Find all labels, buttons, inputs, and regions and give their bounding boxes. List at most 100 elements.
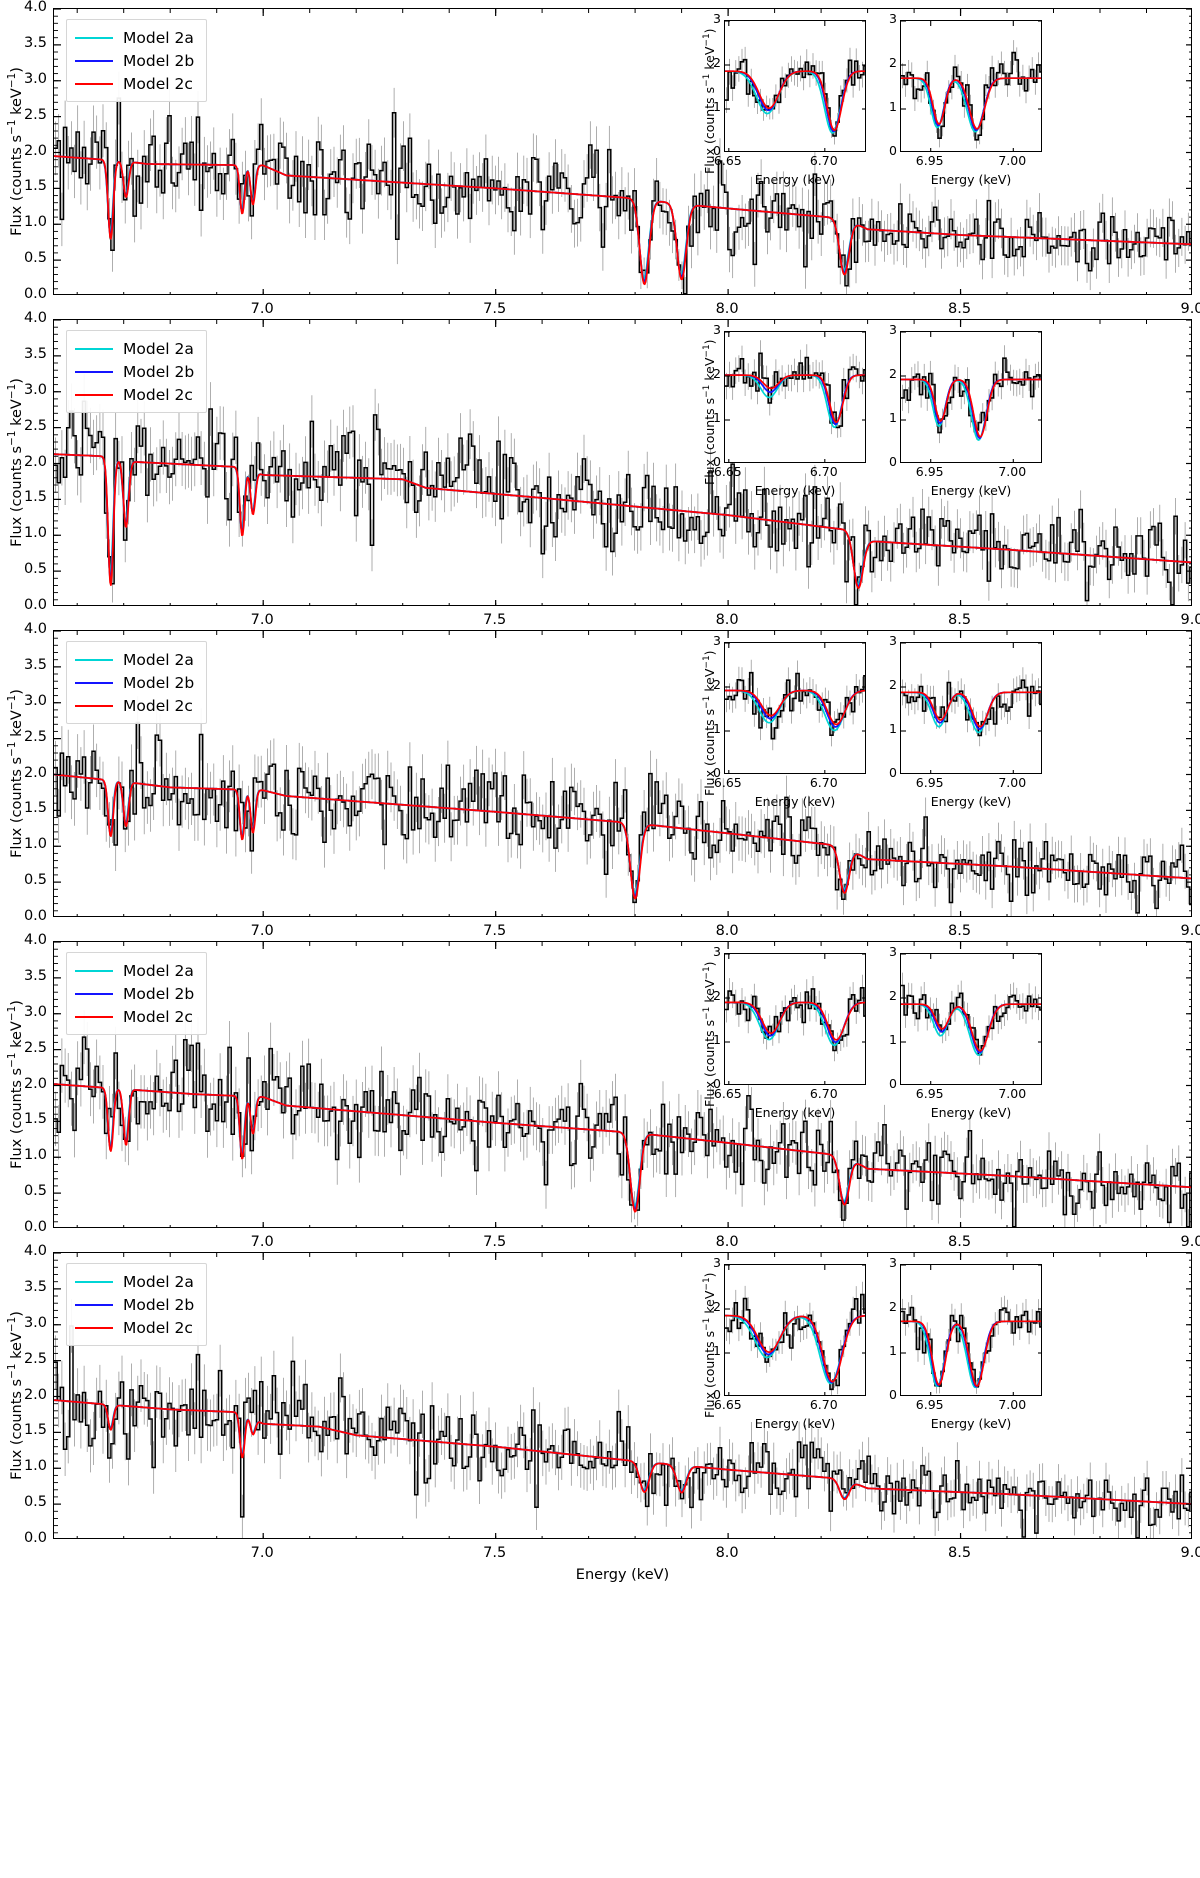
inset-y-tick-label: 1 — [713, 1343, 721, 1358]
inset-y-tick-label: 0 — [889, 1387, 897, 1402]
y-axis-label: Flux (counts s−1 keV−1) — [6, 689, 25, 858]
legend-swatch-icon — [75, 36, 113, 39]
inset-x-tick-label: 6.95 — [915, 1086, 944, 1101]
inset-y-tick-label: 3 — [889, 633, 897, 648]
legend: Model 2a Model 2b Model 2c — [66, 19, 208, 102]
spectrum-panel: Flux (counts s−1 keV−1) 0.0 0.5 1.0 1.5 2.0 2.… — [0, 933, 1200, 1272]
y-axis-label: Flux (counts s−1 keV−1) — [6, 67, 25, 236]
inset-x-axis-label: Energy (keV) — [930, 172, 1012, 187]
y-tick-label: 0.5 — [23, 872, 47, 889]
legend-swatch-icon — [75, 82, 113, 85]
inset-axes — [900, 953, 1042, 1085]
inset-x-tick-label: 6.65 — [713, 464, 742, 479]
y-axis-label: Flux (counts s−1 keV−1) — [6, 1311, 25, 1480]
inset-axes — [724, 331, 866, 463]
x-tick-label: 9.0 — [1180, 923, 1200, 939]
inset-x-tick-label: 6.65 — [713, 775, 742, 790]
inset-axes — [724, 642, 866, 774]
inset-x-tick-label: 6.95 — [915, 1397, 944, 1412]
legend-item: Model 2c — [75, 694, 194, 717]
y-tick-label: 2.0 — [23, 1386, 47, 1403]
y-tick-label: 1.5 — [23, 178, 47, 195]
y-tick-label: 3.5 — [23, 34, 47, 51]
y-tick-label: 4.0 — [23, 1243, 47, 1259]
inset-y-tick-label: 1 — [889, 99, 897, 114]
inset-y-tick-label: 1 — [889, 1032, 897, 1047]
inset-x-axis-label: Energy (keV) — [930, 794, 1012, 809]
inset-y-tick-label: 0 — [713, 143, 721, 158]
legend: Model 2a Model 2b Model 2c — [66, 641, 208, 724]
legend-swatch-icon — [75, 393, 113, 396]
inset-x-axis-label: Energy (keV) — [754, 172, 836, 187]
legend-swatch-icon — [75, 681, 113, 684]
y-tick-label: 4.0 — [23, 0, 47, 15]
x-tick-label: 7.0 — [250, 923, 274, 939]
y-tick-label: 1.0 — [23, 1458, 47, 1475]
x-tick-label: 8.5 — [948, 1234, 972, 1250]
inset-x-axis-label: Energy (keV) — [930, 483, 1012, 498]
x-tick-label: 8.5 — [948, 1545, 972, 1561]
inset-y-tick-label: 1 — [889, 721, 897, 736]
y-tick-label: 2.5 — [23, 417, 47, 434]
y-axis-label: Flux (counts s−1 keV−1) — [6, 378, 25, 547]
x-tick-label: 8.5 — [948, 923, 972, 939]
y-tick-label: 0.5 — [23, 561, 47, 578]
inset-x-tick-label: 6.65 — [713, 153, 742, 168]
inset-x-axis-label: Energy (keV) — [930, 1105, 1012, 1120]
inset-y-tick-label: 0 — [889, 765, 897, 780]
inset-x-tick-label: 6.95 — [915, 464, 944, 479]
x-tick-label: 7.0 — [250, 612, 274, 628]
y-tick-label: 1.5 — [23, 1422, 47, 1439]
y-tick-label: 3.0 — [23, 1003, 47, 1020]
x-axis-label: Energy (keV) — [575, 1567, 670, 1583]
inset-y-axis-label: Flux (counts s−1 keV−1) — [702, 961, 718, 1107]
inset-x-axis-label: Energy (keV) — [754, 1105, 836, 1120]
legend-label: Model 2c — [123, 696, 193, 715]
x-tick-label: 9.0 — [1180, 1545, 1200, 1561]
legend-label: Model 2c — [123, 1007, 193, 1026]
spectrum-panel: Flux (counts s−1 keV−1) 0.0 0.5 1.0 1.5 2.0 2.… — [0, 1243, 1200, 1583]
inset-y-tick-label: 1 — [713, 1032, 721, 1047]
legend-item: Model 2b — [75, 671, 194, 694]
inset-x-axis-label: Energy (keV) — [754, 1416, 836, 1431]
x-tick-label: 7.5 — [483, 612, 507, 628]
y-tick-label: 3.5 — [23, 967, 47, 984]
inset-y-axis-label: Flux (counts s−1 keV−1) — [702, 339, 718, 485]
y-tick-label: 3.5 — [23, 345, 47, 362]
inset-y-tick-label: 2 — [889, 55, 897, 70]
inset-y-tick-label: 2 — [713, 677, 721, 692]
inset-axes — [900, 642, 1042, 774]
y-tick-label: 3.0 — [23, 692, 47, 709]
legend-swatch-icon — [75, 1303, 113, 1306]
legend: Model 2a Model 2b Model 2c — [66, 1263, 208, 1346]
legend-item: Model 2c — [75, 1316, 194, 1339]
inset-y-tick-label: 3 — [713, 322, 721, 337]
y-tick-label: 4.0 — [23, 310, 47, 326]
inset-y-axis-label: Flux (counts s−1 keV−1) — [702, 650, 718, 796]
x-tick-label: 7.0 — [250, 1545, 274, 1561]
legend-label: Model 2a — [123, 1272, 194, 1291]
x-tick-label: 9.0 — [1180, 1234, 1200, 1250]
y-tick-label: 2.5 — [23, 1350, 47, 1367]
x-tick-label: 8.0 — [715, 301, 739, 317]
legend-item: Model 2c — [75, 383, 194, 406]
y-tick-label: 1.0 — [23, 1147, 47, 1164]
y-tick-label: 3.5 — [23, 1278, 47, 1295]
inset-axes — [900, 331, 1042, 463]
inset-y-tick-label: 3 — [889, 11, 897, 26]
legend-label: Model 2a — [123, 339, 194, 358]
inset-y-tick-label: 2 — [889, 366, 897, 381]
inset-y-tick-label: 0 — [713, 1076, 721, 1091]
inset-axes — [724, 953, 866, 1085]
inset-y-tick-label: 1 — [889, 1343, 897, 1358]
legend-item: Model 2a — [75, 1270, 194, 1293]
y-tick-label: 0.5 — [23, 1494, 47, 1511]
inset-y-tick-label: 2 — [713, 366, 721, 381]
inset-axes — [900, 20, 1042, 152]
inset-x-tick-label: 7.00 — [998, 1397, 1027, 1412]
inset-x-tick-label: 6.70 — [809, 775, 838, 790]
inset-y-tick-label: 0 — [889, 454, 897, 469]
inset-y-tick-label: 2 — [889, 1299, 897, 1314]
legend-swatch-icon — [75, 992, 113, 995]
